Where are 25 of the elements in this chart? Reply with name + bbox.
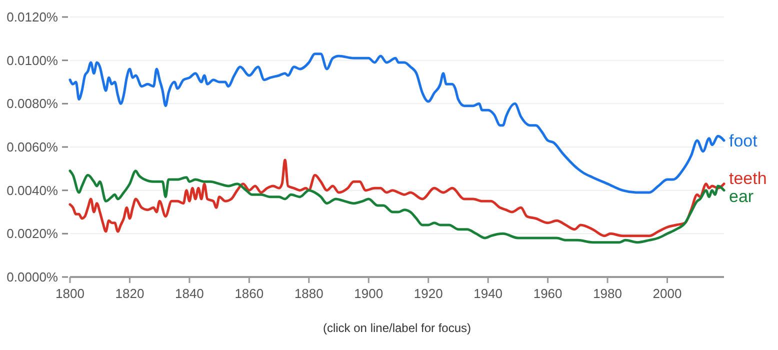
text: (click on line/label for focus) <box>322 321 472 335</box>
x-tick-label: 1940 <box>474 286 503 301</box>
x-tick-label: 1800 <box>56 286 84 301</box>
x-tick-label: 2000 <box>652 286 682 301</box>
y-tick-label: 0.0040% <box>6 182 58 198</box>
x-tick-label: 1860 <box>234 286 264 301</box>
line-series <box>68 158 726 238</box>
y-tick-label: 0.0080% <box>6 96 58 112</box>
y-tick-label: 0.0120% <box>6 10 58 25</box>
series-label: foot <box>729 131 758 150</box>
x-tick-label: 1900 <box>354 286 384 301</box>
series-label: teeth <box>729 169 767 188</box>
y-tick-label: 0.0060% <box>6 140 58 155</box>
y-tick-label: 0.0100% <box>6 52 58 68</box>
line-series <box>68 52 726 194</box>
y-tick-label: 0.0020% <box>6 226 58 242</box>
x-tick-label: 1880 <box>294 286 324 301</box>
line-series <box>68 170 726 244</box>
series-label: ear <box>729 187 754 206</box>
x-tick-label: 1820 <box>115 286 144 301</box>
x-tick-label: 1960 <box>533 286 562 301</box>
x-tick-label: 1980 <box>593 286 622 301</box>
x-tick-label: 1920 <box>414 286 443 301</box>
x-tick-label: 1840 <box>174 286 204 301</box>
y-tick-label: 0.0000% <box>6 270 58 285</box>
